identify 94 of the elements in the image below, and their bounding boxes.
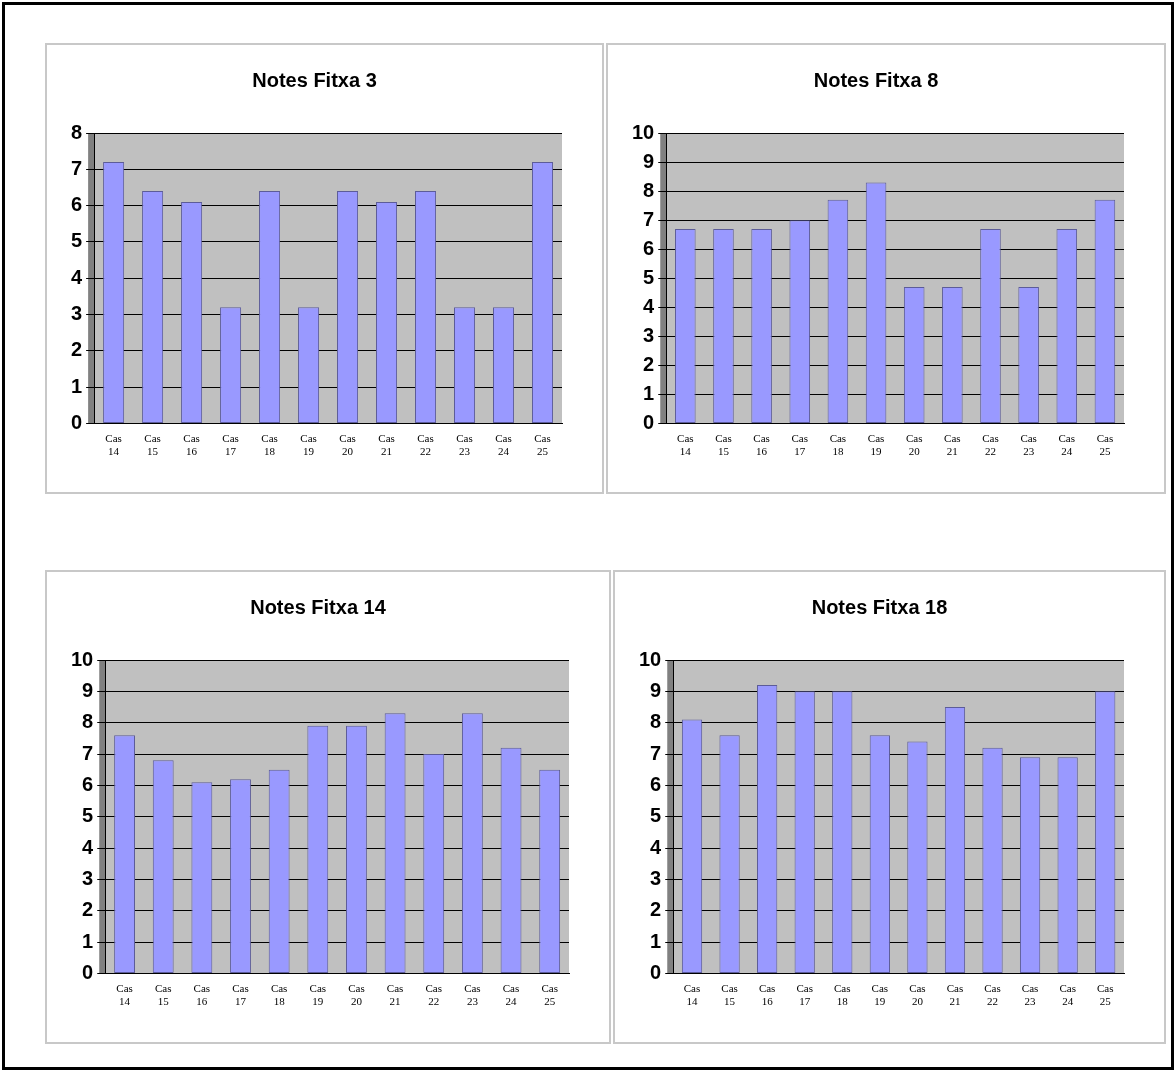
y-tick-label: 5 xyxy=(71,229,83,252)
x-tick-label: Cas 15 xyxy=(715,432,732,458)
x-tick-label: Cas 21 xyxy=(946,982,964,1008)
y-tick-label: 6 xyxy=(650,772,662,795)
y-tick-label: 0 xyxy=(643,411,655,434)
y-tick-label: 4 xyxy=(643,294,656,317)
x-tick-label: Cas 19 xyxy=(300,432,317,458)
x-tick-label: Cas 23 xyxy=(464,982,481,1008)
x-tick-label: Cas 20 xyxy=(348,982,365,1008)
y-tick-label: 2 xyxy=(82,898,94,921)
y-tick-label: 7 xyxy=(71,156,83,179)
x-tick-label: Cas 18 xyxy=(834,982,851,1008)
x-tick-label: Cas 14 xyxy=(677,432,694,458)
y-tick-label: 2 xyxy=(71,338,83,361)
x-tick-label: Cas 24 xyxy=(1058,432,1076,458)
y-tick-label: 9 xyxy=(643,149,655,172)
y-tick-label: 7 xyxy=(82,741,94,764)
x-tick-label: Cas 21 xyxy=(386,982,404,1008)
x-tick-label: Cas 25 xyxy=(534,432,551,458)
y-tick-label: 10 xyxy=(639,647,662,670)
y-tick-label: 10 xyxy=(71,647,94,670)
x-tick-label: Cas 22 xyxy=(984,982,1001,1008)
x-tick-label: Cas 25 xyxy=(541,982,558,1008)
x-tick-label: Cas 18 xyxy=(261,432,278,458)
x-tick-label: Cas 25 xyxy=(1096,982,1114,1008)
x-tick-label: Cas 22 xyxy=(982,432,999,458)
y-tick-label: 5 xyxy=(643,265,655,288)
x-tick-label: Cas 16 xyxy=(753,432,770,458)
x-tick-label: Cas 22 xyxy=(417,432,434,458)
x-tick-label: Cas 19 xyxy=(867,432,885,458)
y-tick-label: 8 xyxy=(82,710,94,733)
x-tick-label: Cas 17 xyxy=(796,982,813,1008)
y-tick-label: 7 xyxy=(650,741,662,764)
y-tick-label: 9 xyxy=(650,678,662,701)
x-tick-label: Cas 19 xyxy=(309,982,327,1008)
y-tick-label: 6 xyxy=(82,772,94,795)
y-tick-label: 4 xyxy=(71,265,83,288)
chart-title: Notes Fitxa 3 xyxy=(252,68,377,91)
x-tick-label: Cas 20 xyxy=(339,432,356,458)
y-tick-label: 6 xyxy=(71,193,83,216)
y-tick-label: 1 xyxy=(650,929,662,952)
x-tick-label: Cas 15 xyxy=(144,432,161,458)
y-tick-label: 2 xyxy=(650,898,662,921)
x-tick-label: Cas 15 xyxy=(721,982,738,1008)
y-tick-label: 3 xyxy=(643,323,655,346)
y-tick-label: 5 xyxy=(82,804,94,827)
y-tick-label: 3 xyxy=(82,867,94,890)
y-tick-label: 4 xyxy=(650,835,663,858)
x-tick-label: Cas 21 xyxy=(944,432,961,458)
x-tick-label: Cas 16 xyxy=(193,982,211,1008)
y-tick-label: 0 xyxy=(82,961,94,984)
x-tick-label: Cas 16 xyxy=(758,982,776,1008)
x-tick-label: Cas 24 xyxy=(502,982,520,1008)
x-tick-label: Cas 23 xyxy=(1021,982,1039,1008)
x-tick-label: Cas 24 xyxy=(1059,982,1076,1008)
x-tick-label: Cas 14 xyxy=(683,982,701,1008)
y-tick-label: 8 xyxy=(650,710,662,733)
y-tick-label: 8 xyxy=(71,120,83,143)
x-tick-label: Cas 14 xyxy=(105,432,122,458)
x-tick-label: Cas 25 xyxy=(1096,432,1114,458)
chart-title: Notes Fitxa 18 xyxy=(811,595,948,618)
x-tick-label: Cas 18 xyxy=(270,982,288,1008)
y-tick-label: 4 xyxy=(82,835,95,858)
y-tick-label: 7 xyxy=(643,207,655,230)
y-tick-label: 0 xyxy=(650,961,662,984)
y-tick-label: 3 xyxy=(650,867,662,890)
y-tick-label: 2 xyxy=(643,353,655,375)
x-tick-label: Cas 19 xyxy=(871,982,889,1008)
y-tick-label: 1 xyxy=(71,374,83,397)
x-tick-label: Cas 23 xyxy=(1020,432,1037,458)
x-tick-label: Cas 20 xyxy=(909,982,926,1008)
x-tick-label: Cas 18 xyxy=(829,432,847,458)
y-tick-label: 1 xyxy=(643,382,655,405)
x-tick-label: Cas 21 xyxy=(378,432,395,458)
y-tick-label: 10 xyxy=(632,120,655,143)
y-tick-label: 0 xyxy=(71,411,83,434)
x-tick-label: Cas 15 xyxy=(154,982,172,1008)
y-tick-label: 3 xyxy=(71,302,83,325)
x-tick-label: Cas 17 xyxy=(232,982,249,1008)
x-tick-label: Cas 22 xyxy=(425,982,442,1008)
x-tick-label: Cas 17 xyxy=(791,432,809,458)
y-tick-label: 1 xyxy=(82,929,94,952)
x-tick-label: Cas 23 xyxy=(456,432,473,458)
x-tick-label: Cas 24 xyxy=(495,432,512,458)
y-tick-label: 9 xyxy=(82,678,94,701)
x-tick-label: Cas 14 xyxy=(116,982,133,1008)
x-tick-label: Cas 20 xyxy=(905,432,923,458)
y-tick-label: 8 xyxy=(643,178,655,201)
x-tick-label: Cas 17 xyxy=(222,432,239,458)
x-tick-label: Cas 16 xyxy=(183,432,200,458)
y-tick-label: 6 xyxy=(643,236,655,259)
chart-title: Notes Fitxa 8 xyxy=(813,68,939,91)
y-tick-label: 5 xyxy=(650,804,662,827)
chart-title: Notes Fitxa 14 xyxy=(250,595,387,618)
